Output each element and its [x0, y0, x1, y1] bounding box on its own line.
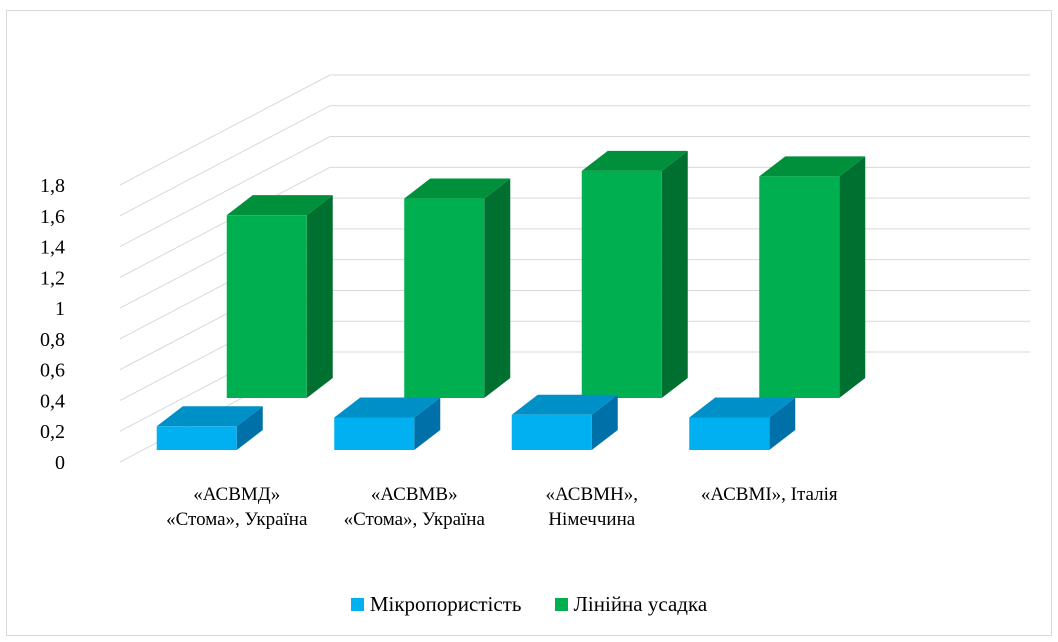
legend: Мікропористість Лінійна усадка: [0, 592, 1058, 617]
y-tick-label: 0,2: [40, 421, 65, 443]
bar-series-2-cat-4: [759, 176, 840, 398]
bar-side-1-1: [236, 406, 263, 450]
bar-series-2-cat-1: [226, 215, 307, 398]
bar-side-1-2: [414, 397, 441, 450]
legend-swatch-series-2: [554, 598, 568, 611]
x-category-label: «АСВМІ», Італія: [701, 484, 838, 505]
x-category-label: Німеччина: [548, 509, 635, 530]
legend-item-series-1: Мікропористість: [350, 592, 522, 617]
y-tick-label: 1,6: [40, 206, 65, 228]
legend-swatch-series-1: [350, 598, 364, 611]
y-tick-label: 0,8: [40, 329, 65, 351]
x-category-label: «АСВМД»: [193, 484, 280, 505]
y-tick-label: 0,4: [40, 390, 65, 412]
bar-series-1-cat-4: [689, 417, 770, 450]
chart-frame: [6, 10, 1052, 636]
bar-top-2-2: [404, 178, 511, 199]
bar-top-2-1: [226, 195, 333, 216]
bar-side-1-3: [591, 394, 618, 450]
bar-top-1-2: [334, 397, 441, 418]
bar-side-2-3: [661, 150, 688, 398]
x-category-label: «АСВМВ»: [371, 484, 458, 505]
bar-top-1-3: [511, 394, 618, 415]
legend-label-series-1: Мікропористість: [369, 592, 522, 616]
legend-item-series-2: Лінійна усадка: [554, 592, 708, 617]
bar-side-2-4: [839, 156, 866, 398]
bar-series-2-cat-2: [404, 198, 485, 398]
x-category-label: «Стома», Україна: [344, 509, 486, 530]
bar-side-2-1: [306, 195, 333, 398]
y-tick-label: 1,4: [40, 237, 65, 259]
bar-chart-3d: 0 0,2 0,4 0,6 0,8 1 1,2 1,4 1,6 1,8 «АСВМД» «Стома»…: [40, 74, 1030, 530]
gridline-diagonal: [119, 166, 331, 278]
legend-label-series-2: Лінійна усадка: [573, 592, 708, 616]
bar-series-1-cat-3: [511, 414, 592, 450]
y-tick-label: 1,2: [40, 267, 65, 289]
bar-series-2-cat-3: [581, 170, 662, 398]
bar-top-2-3: [581, 150, 688, 171]
bar-top-1-1: [156, 406, 263, 427]
y-tick-label: 1,8: [40, 175, 65, 197]
y-tick-label: 0: [55, 452, 65, 474]
y-tick-label: 1: [55, 298, 65, 320]
x-category-label: «Стома», Україна: [166, 509, 308, 530]
x-category-label: «АСВМН»,: [546, 484, 639, 505]
bar-top-1-4: [689, 397, 796, 418]
y-tick-label: 0,6: [40, 360, 65, 382]
gridline-diagonal: [119, 74, 331, 186]
bar-series-1-cat-2: [334, 417, 415, 450]
gridline-diagonal: [119, 105, 331, 217]
bar-side-1-4: [769, 397, 796, 450]
bar-series-1-cat-1: [156, 426, 237, 450]
gridline-diagonal: [119, 136, 331, 247]
bar-top-2-4: [759, 156, 866, 177]
bar-side-2-2: [484, 178, 511, 398]
